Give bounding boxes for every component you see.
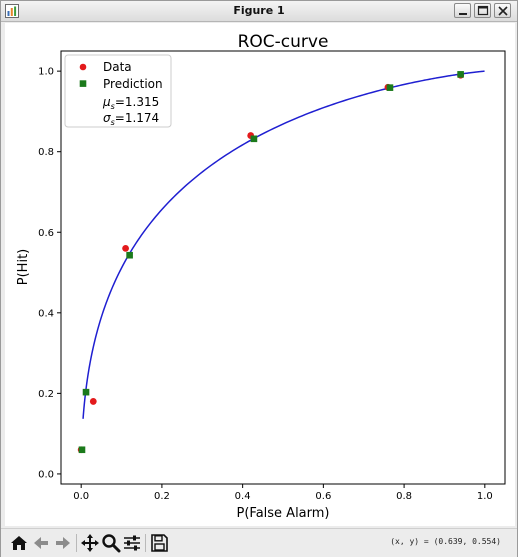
x-axis-label: P(False Alarm)	[237, 506, 330, 521]
x-tick-label: 0.0	[73, 491, 89, 502]
sigma-symbol: σ	[103, 111, 111, 125]
navigation-toolbar: (x, y) = (0.639, 0.554)	[1, 528, 517, 557]
sigma-subscript: s	[111, 118, 115, 127]
maximize-icon	[477, 5, 489, 16]
toolbar-separator	[76, 534, 77, 552]
prediction-point	[78, 446, 86, 454]
app-icon	[5, 4, 19, 18]
x-tick-label: 0.6	[315, 491, 331, 502]
legend-box	[64, 54, 172, 128]
configure-subplots-button[interactable]	[122, 533, 142, 553]
prediction-point	[82, 388, 90, 396]
toolbar-separator	[145, 534, 146, 552]
save-button[interactable]	[149, 533, 169, 553]
legend-data-marker	[79, 63, 87, 71]
sliders-icon	[124, 535, 140, 551]
legend: Data Prediction μs=1.315 σs=1.174	[64, 54, 172, 128]
close-icon	[498, 6, 508, 16]
close-button[interactable]	[494, 3, 511, 18]
mu-value: =1.315	[115, 95, 159, 109]
prediction-point	[457, 71, 464, 78]
y-axis: 0.0 0.2 0.4 0.6 0.8 1.0	[38, 67, 61, 480]
y-tick-label: 0.6	[38, 228, 54, 239]
x-tick-label: 1.0	[477, 491, 493, 502]
zoom-button[interactable]	[101, 533, 121, 553]
y-axis-label: P(Hit)	[16, 249, 31, 285]
roc-curve-line	[82, 70, 485, 419]
mu-symbol: μ	[102, 95, 111, 109]
pan-button[interactable]	[80, 533, 100, 553]
legend-label-data: Data	[103, 60, 132, 74]
x-tick-label: 0.4	[235, 491, 251, 502]
floppy-icon	[151, 534, 168, 552]
y-tick-label: 1.0	[38, 67, 54, 78]
prediction-point	[386, 84, 394, 91]
data-point	[89, 398, 97, 405]
forward-button[interactable]	[53, 533, 73, 553]
x-tick-label: 0.2	[154, 491, 170, 502]
sigma-value: =1.174	[115, 111, 159, 125]
maximize-button[interactable]	[474, 3, 491, 18]
prediction-point	[126, 251, 133, 259]
y-tick-label: 0.0	[38, 469, 54, 480]
y-tick-label: 0.8	[38, 147, 54, 158]
window-title: Figure 1	[233, 4, 285, 17]
title-bar[interactable]: Figure 1	[1, 1, 517, 22]
arrow-left-icon	[34, 537, 48, 549]
cursor-coordinates: (x, y) = (0.639, 0.554)	[390, 537, 501, 546]
arrow-right-icon	[56, 537, 70, 549]
y-tick-label: 0.4	[38, 308, 54, 319]
home-button[interactable]	[9, 533, 29, 553]
home-icon	[11, 536, 27, 550]
x-axis: 0.0 0.2 0.4 0.6 0.8 1.0	[73, 484, 493, 502]
prediction-point	[250, 135, 258, 143]
back-button[interactable]	[31, 533, 51, 553]
legend-label-prediction: Prediction	[103, 77, 163, 91]
legend-mu-param: μs=1.315	[102, 95, 159, 111]
chart-title: ROC-curve	[238, 32, 329, 52]
magnifier-icon	[102, 534, 121, 553]
legend-prediction-marker	[79, 80, 87, 87]
data-point	[122, 244, 129, 252]
mu-subscript: s	[111, 102, 115, 111]
y-tick-label: 0.2	[38, 389, 54, 400]
move-icon	[81, 534, 99, 552]
roc-chart: ROC-curve 0.0 0.2 0.4 0.6 0.8 1.0 0.00.20.40.…	[16, 32, 506, 521]
data-markers	[77, 71, 464, 454]
x-tick-label: 0.8	[396, 491, 412, 502]
legend-sigma-param: σs=1.174	[103, 111, 159, 127]
figure-canvas[interactable]: ROC-curve 0.0 0.2 0.4 0.6 0.8 1.0 0.0 0.2 0.4 0.…	[5, 23, 515, 526]
minimize-icon	[459, 13, 467, 15]
minimize-button[interactable]	[454, 3, 471, 18]
